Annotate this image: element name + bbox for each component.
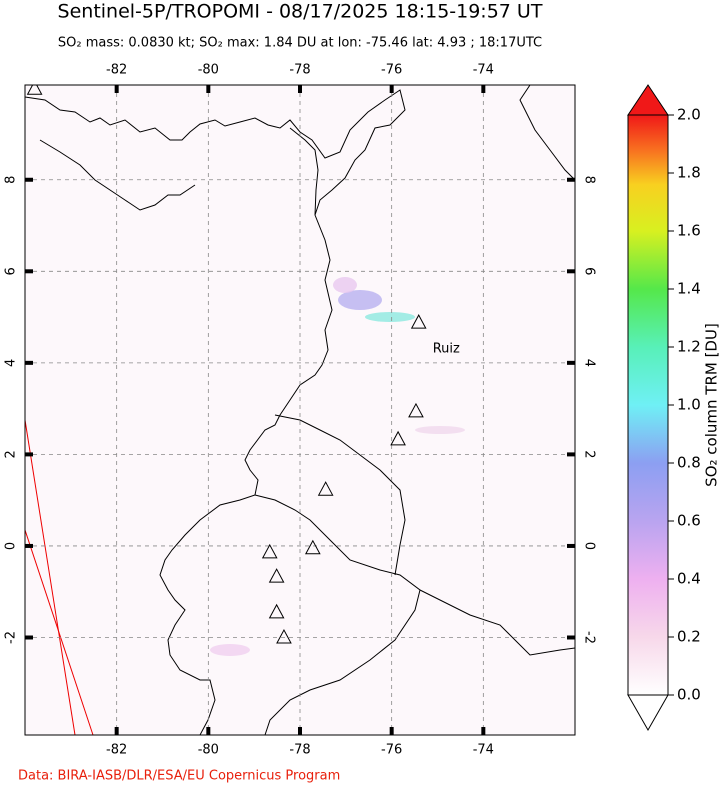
lat-tick-label: 0 [4, 542, 19, 550]
tick-mark [114, 85, 119, 93]
tick-mark [567, 177, 575, 182]
tick-mark [298, 85, 302, 93]
tick-mark [298, 727, 302, 735]
volcano-marker [261, 543, 278, 559]
subtitle: SO₂ mass: 0.0830 kt; SO₂ max: 1.84 DU at… [58, 36, 542, 51]
swath-edge [25, 529, 94, 735]
tick-mark [25, 269, 33, 274]
tick-mark [206, 727, 211, 735]
map-area [25, 85, 575, 735]
tick-mark [389, 85, 394, 93]
lat-tick-label: 0 [582, 542, 597, 550]
lon-tick-label: -78 [289, 743, 310, 758]
tick-mark [25, 635, 33, 640]
lon-tick-label: -74 [473, 743, 494, 758]
tick-mark [25, 177, 33, 182]
tick-mark [25, 452, 33, 457]
volcano-label: Ruiz [433, 342, 460, 357]
volcano-marker [268, 603, 285, 619]
volcano-marker [408, 402, 424, 418]
colorbar-tick-label: 0.6 [677, 512, 701, 530]
volcano-marker [410, 314, 427, 329]
lat-tick-label: -2 [582, 631, 597, 644]
lat-tick-label: 8 [582, 176, 597, 184]
volcano-marker [390, 430, 406, 446]
tick-mark [567, 635, 575, 640]
lat-tick-label: 6 [4, 267, 19, 275]
title: Sentinel-5P/TROPOMI - 08/17/2025 18:15-1… [58, 1, 543, 23]
coastline [39, 139, 196, 211]
tick-mark [114, 727, 119, 735]
lon-tick-label: -82 [106, 63, 127, 78]
colorbar-tick-label: 1.0 [677, 396, 701, 414]
volcano-marker [304, 539, 321, 555]
lat-tick-label: 4 [4, 359, 19, 367]
tick-mark [567, 360, 575, 365]
tick-mark [481, 85, 486, 93]
map-background [25, 85, 575, 735]
tick-mark [567, 452, 575, 457]
lon-tick-label: -74 [473, 63, 494, 78]
tick-mark [481, 727, 486, 735]
so2-plume [365, 312, 415, 322]
credit: Data: BIRA-IASB/DLR/ESA/EU Copernicus Pr… [18, 769, 340, 784]
lat-tick-label: 6 [582, 267, 597, 275]
colorbar-extend-max [627, 84, 669, 116]
lat-tick-label: 2 [4, 450, 19, 458]
lon-tick-label: -78 [289, 63, 310, 78]
border [519, 85, 575, 181]
colorbar-tick-label: 1.2 [677, 338, 701, 356]
border [419, 589, 575, 656]
volcano-marker [317, 481, 334, 496]
colorbar-tick-label: 1.4 [677, 280, 701, 298]
border [289, 127, 319, 216]
colorbar [627, 114, 669, 696]
so2-plume [338, 290, 382, 310]
tick-mark [206, 85, 211, 93]
volcano-marker [26, 85, 43, 95]
volcano-marker [276, 628, 292, 644]
lon-tick-label: -80 [198, 743, 219, 758]
lat-tick-label: 2 [582, 450, 597, 458]
colorbar-tick-label: 0.4 [677, 570, 701, 588]
so2-plume [415, 426, 465, 434]
colorbar-tick-label: 1.6 [677, 222, 701, 240]
lon-tick-label: -76 [381, 63, 402, 78]
tick-mark [567, 269, 575, 274]
colorbar-extend-min [627, 694, 669, 732]
lon-tick-label: -76 [381, 743, 402, 758]
tick-mark [567, 543, 575, 548]
tick-mark [25, 360, 33, 365]
tick-mark [389, 727, 394, 735]
colorbar-tick-label: 0.0 [677, 686, 701, 704]
colorbar-tick-label: 1.8 [677, 164, 701, 182]
lon-tick-label: -80 [198, 63, 219, 78]
lat-tick-label: -2 [4, 631, 19, 644]
lat-tick-label: 4 [582, 359, 597, 367]
colorbar-tick-label: 2.0 [677, 106, 701, 124]
colorbar-tick-label: 0.2 [677, 628, 701, 646]
swath-edge [25, 419, 76, 735]
colorbar-label: SO₂ column TRM [DU] [703, 323, 721, 487]
so2-plume [210, 644, 250, 656]
so2-plume [333, 277, 357, 293]
tick-mark [25, 543, 33, 548]
volcano-marker [268, 568, 285, 583]
colorbar-tick-label: 0.8 [677, 454, 701, 472]
border [274, 414, 406, 576]
lat-tick-label: 8 [4, 176, 19, 184]
lon-tick-label: -82 [106, 743, 127, 758]
